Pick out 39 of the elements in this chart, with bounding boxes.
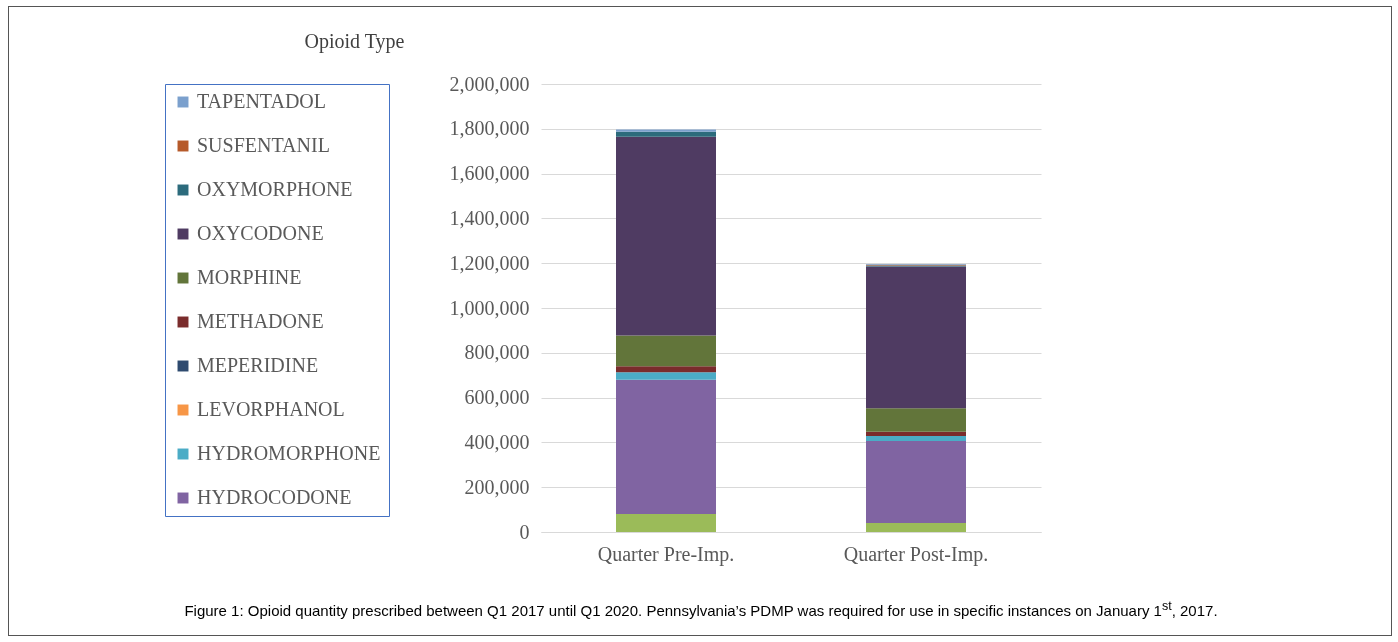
bar: [866, 266, 966, 409]
x-tick-label: Quarter Post-Imp.: [843, 542, 989, 566]
y-tick-label: 200,000: [464, 475, 530, 498]
bar: [616, 366, 716, 373]
legend-label: SUSFENTANIL: [197, 134, 330, 156]
legend-label: HYDROCODONE: [197, 486, 352, 508]
y-tick-label: 1,200,000: [449, 251, 530, 274]
legend-label: MORPHINE: [197, 266, 302, 288]
bar: [866, 523, 966, 532]
legend-label: METHADONE: [197, 310, 324, 332]
legend-label: HYDROMORPHONE: [197, 442, 381, 464]
bar: [866, 408, 966, 432]
y-tick-label: 1,800,000: [449, 117, 530, 140]
y-tick-label: 1,600,000: [449, 162, 530, 185]
y-tick-label: 600,000: [464, 386, 530, 409]
bar: [616, 372, 716, 380]
bar: [616, 131, 716, 137]
bar: [616, 379, 716, 515]
y-tick-label: 1,400,000: [449, 206, 530, 229]
x-tick-label: Quarter Pre-Imp.: [597, 542, 735, 566]
bar: [616, 136, 716, 336]
bar: [866, 431, 966, 436]
legend-label: OXYMORPHONE: [197, 178, 353, 200]
legend-label: MEPERIDINE: [197, 354, 319, 376]
text: Opioid Type: [304, 30, 405, 53]
y-tick-label: 400,000: [464, 430, 530, 453]
bar: [616, 129, 716, 132]
legend-label: OXYCODONE: [197, 222, 324, 244]
y-tick-label: 1,000,000: [449, 296, 530, 319]
bar: [616, 335, 716, 367]
bar: [616, 514, 716, 532]
legend-label: TAPENTADOL: [197, 90, 327, 112]
legend-label: LEVORPHANOL: [197, 398, 345, 420]
bar: [866, 441, 966, 524]
caption: Figure 1: Opioid quantity prescribed between Q1 2017 until Q1 2020. Pennsylvania’s PDMP was required for use in specific instances on January 1$^{st}$, 2017.: [183, 599, 1219, 619]
bar: [866, 435, 966, 442]
y-tick-label: 2,000,000: [449, 72, 530, 95]
y-tick-label: 0: [519, 520, 530, 543]
y-tick-label: 800,000: [464, 341, 530, 364]
